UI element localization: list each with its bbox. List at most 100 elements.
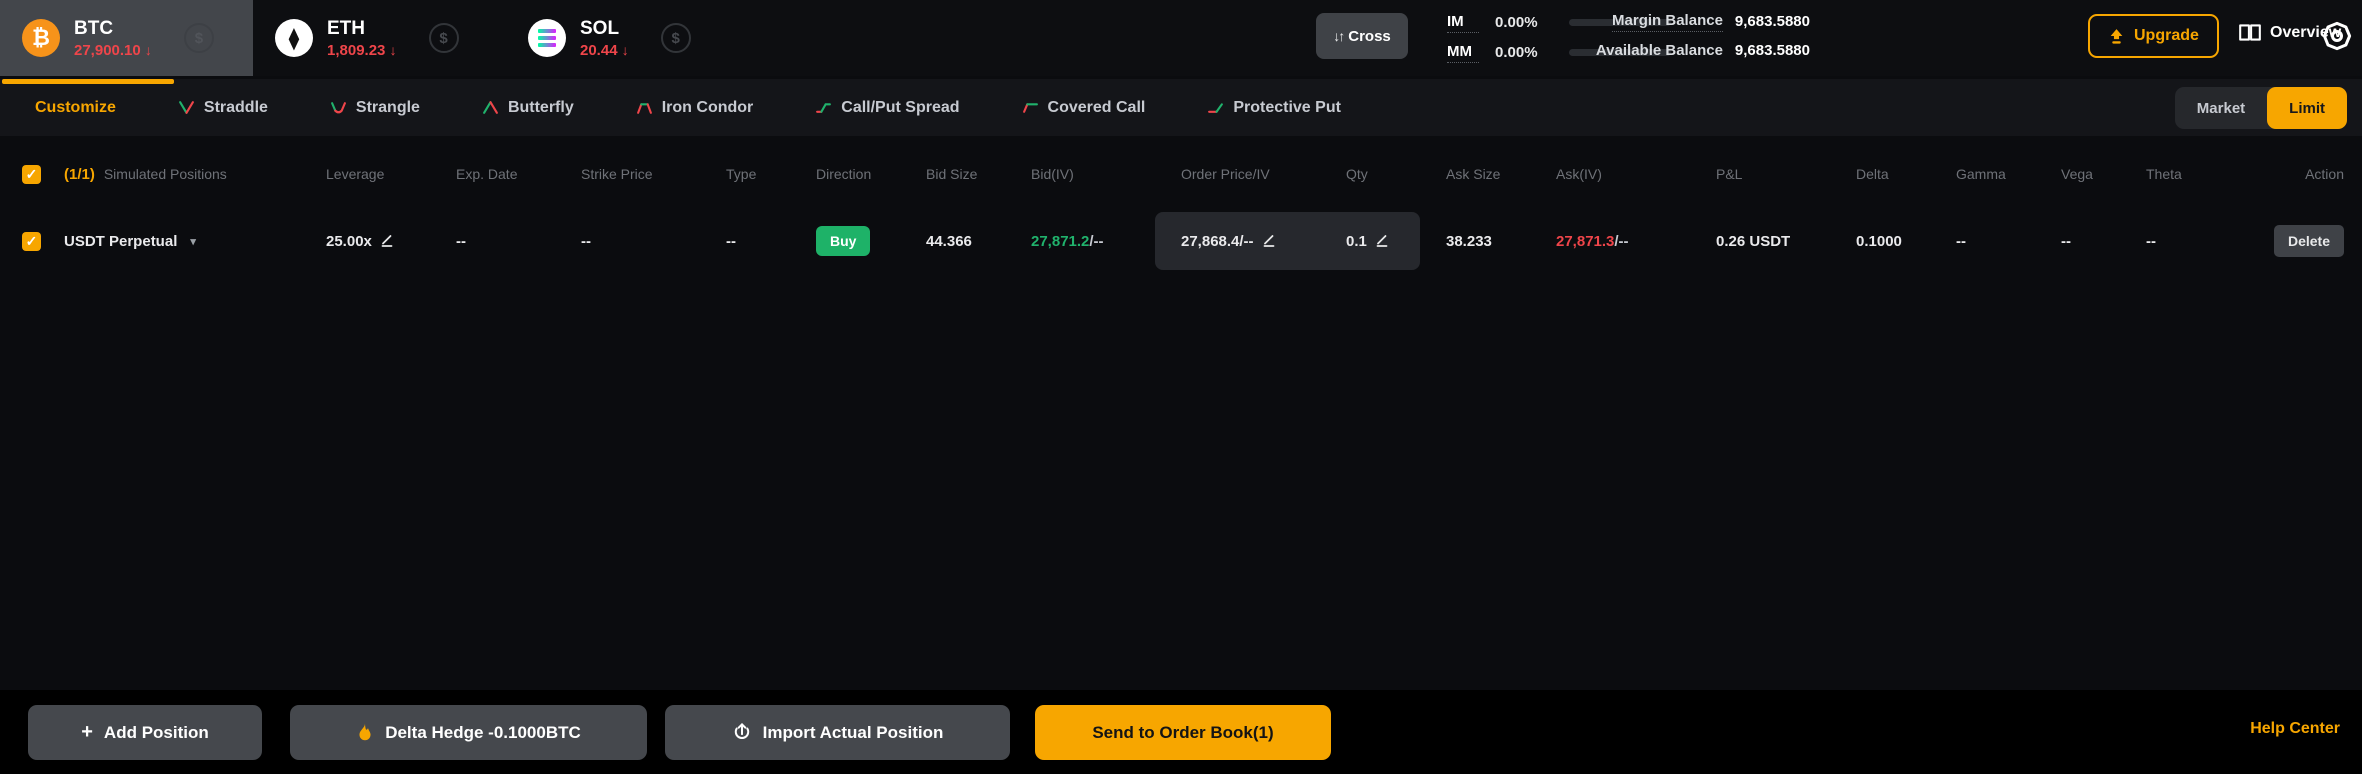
strike-price-cell: -- [581,232,591,250]
limit-button[interactable]: Limit [2267,87,2347,129]
upload-arrow-icon [2110,28,2123,44]
ticker-tab-eth[interactable]: ⧫ ETH 1,809.23 ↓ $ [253,0,506,76]
active-tab-indicator [2,79,174,84]
tab-customize[interactable]: Customize [35,98,116,116]
column-simulated-positions: Simulated Positions [103,166,227,182]
tab-iron-condor[interactable]: Iron Condor [636,99,753,117]
position-count: (1/1) [64,165,95,183]
available-balance-label: Available Balance [1595,41,1723,59]
covered-call-icon [1022,103,1038,113]
usd-coin-icon: $ [183,23,214,53]
tab-covered-call[interactable]: Covered Call [1022,99,1145,117]
butterfly-icon [483,101,498,114]
instrument-label: USDT Perpetual [64,232,178,250]
column-delta: Delta [1856,166,1889,182]
column-direction: Direction [816,166,872,182]
usd-coin-icon: $ [660,23,691,53]
row-checkbox[interactable]: ✓ [22,231,41,251]
edit-qty-icon[interactable] [1375,234,1389,248]
direction-cell: Buy [790,212,900,270]
delete-button[interactable]: Delete [2273,225,2344,257]
mm-value: 0.00% [1495,43,1538,61]
theta-cell: -- [2146,232,2156,250]
ticker-tabs: ₿ BTC 27,900.10 ↓ $ ⧫ ETH 1,809.23 ↓ [0,0,759,76]
mm-progress-bar [1569,48,1671,56]
ask-size-cell: 38.233 [1446,232,1492,250]
ticker-tab-sol[interactable]: SOL 20.44 ↓ $ [506,0,759,76]
btc-price: 27,900.10 ↓ [74,41,152,59]
ticker-tab-btc[interactable]: ₿ BTC 27,900.10 ↓ $ [0,0,253,76]
send-to-order-book-button[interactable]: Send to Order Book(1) [1035,705,1331,760]
column-order-price-iv: Order Price/IV [1181,166,1270,182]
table-row: ✓ USDT Perpetual ▾ 25.00x -- -- -- Buy 4… [0,212,2362,270]
im-progress-bar [1569,18,1671,26]
select-all-checkbox[interactable]: ✓ [22,164,41,184]
flame-icon [359,723,371,740]
buy-direction-button[interactable]: Buy [816,226,871,256]
mm-label: MM [1447,42,1479,63]
gear-icon [2322,21,2352,51]
column-qty: Qty [1346,166,1368,182]
column-bid-iv: Bid(IV) [1031,166,1074,182]
tab-call-put-spread[interactable]: Call/Put Spread [815,99,960,117]
column-theta: Theta [2146,166,2182,182]
settings-button[interactable] [2322,21,2352,56]
import-actual-position-button[interactable]: Import Actual Position [665,705,1010,760]
tab-protective-put[interactable]: Protective Put [1207,99,1341,117]
tab-butterfly[interactable]: Butterfly [482,99,574,117]
vega-cell: -- [2061,232,2071,250]
updown-arrows-icon: ↓↑ [1333,28,1345,44]
sol-coin-icon [528,19,566,57]
column-gamma: Gamma [1956,166,2006,182]
exp-date-cell: -- [456,232,466,250]
edit-order-price-icon[interactable] [1262,234,1276,248]
column-strike-price: Strike Price [581,166,653,182]
qty-cell[interactable]: 0.1 [1320,212,1420,270]
bid-iv-cell[interactable]: 27,871.2/-- [1031,232,1104,250]
im-label: IM [1447,12,1479,33]
column-ask-iv: Ask(IV) [1556,166,1602,182]
column-pnl: P&L [1716,166,1743,182]
ask-iv-cell[interactable]: 27,871.3/-- [1556,232,1629,250]
pnl-cell: 0.26 USDT [1716,232,1791,250]
column-vega: Vega [2061,166,2093,182]
im-value: 0.00% [1495,13,1538,31]
btc-symbol: BTC [74,17,114,39]
gamma-cell: -- [1956,232,1966,250]
call-put-spread-icon [816,103,832,113]
instrument-cell[interactable]: USDT Perpetual ▾ [58,212,300,270]
upgrade-button[interactable]: Upgrade [2088,14,2219,58]
bid-size-cell: 44.366 [926,232,972,250]
order-price-cell[interactable]: 27,868.4/-- [1155,212,1320,270]
strangle-icon [330,102,346,114]
column-exp-date: Exp. Date [456,166,518,182]
leverage-cell: 25.00x [300,212,430,270]
tab-strangle[interactable]: Strangle [330,99,420,117]
add-position-button[interactable]: + Add Position [28,705,262,760]
footer-bar: + Add Position Delta Hedge -0.1000BTC Im… [0,690,2362,774]
sol-symbol: SOL [580,17,620,39]
delta-cell: 0.1000 [1856,232,1902,250]
delta-hedge-button[interactable]: Delta Hedge -0.1000BTC [290,705,647,760]
down-arrow-icon: ↓ [389,41,397,58]
plus-icon: + [81,721,93,743]
column-bid-size: Bid Size [926,166,978,182]
sol-price: 20.44 ↓ [580,41,629,59]
tab-straddle[interactable]: Straddle [178,99,268,117]
upgrade-label: Upgrade [2134,27,2199,44]
margin-mode-cross-button[interactable]: ↓↑ Cross [1316,13,1408,59]
down-arrow-icon: ↓ [144,41,152,58]
balance-block: Margin Balance 9,683.5880 Available Bala… [1555,10,1810,61]
margin-balance-value: 9,683.5880 [1734,12,1810,30]
strategy-tab-bar: Customize Straddle Strangle Butterfly [0,79,2362,136]
usd-coin-icon: $ [428,23,459,53]
column-action: Action [2305,166,2344,182]
help-center-link[interactable]: Help Center [2250,720,2340,737]
import-upload-icon [734,723,749,739]
top-bar: ₿ BTC 27,900.10 ↓ $ ⧫ ETH 1,809.23 ↓ [0,0,2362,76]
edit-leverage-icon[interactable] [380,234,394,248]
simulated-positions-table: ✓ (1/1) Simulated Positions Leverage Exp… [0,136,2362,690]
down-arrow-icon: ↓ [621,41,629,58]
market-button[interactable]: Market [2175,87,2267,129]
